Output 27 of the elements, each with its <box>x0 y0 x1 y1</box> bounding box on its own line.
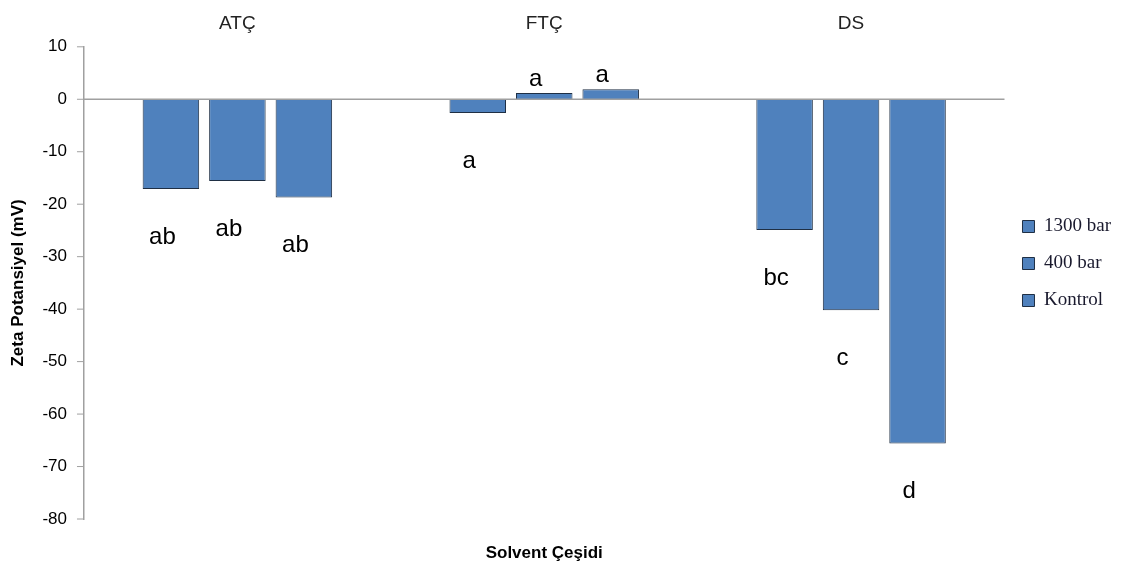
annotation: ab <box>215 213 243 241</box>
y-tick-label: -30 <box>42 246 67 266</box>
annotation: a <box>462 145 477 173</box>
annotation: a <box>595 59 610 87</box>
y-tick-label: 10 <box>48 36 67 56</box>
annotation: c <box>836 342 849 370</box>
annotation: ab <box>149 221 176 249</box>
y-tick-label: -10 <box>42 141 67 161</box>
y-tick-label: -80 <box>42 508 67 528</box>
annotation: ab <box>282 230 309 257</box>
y-tick-label: -50 <box>42 351 67 371</box>
legend-label: 400 bar <box>1043 251 1103 273</box>
annotation: a <box>529 63 544 91</box>
y-tick-label: -40 <box>42 298 67 318</box>
x-tick-label: FTÇ <box>525 11 563 33</box>
x-tick-label: ATÇ <box>219 11 256 33</box>
legend-label: Kontrol <box>1043 288 1104 310</box>
y-tick-label: -70 <box>42 456 67 476</box>
annotation: bc <box>763 262 789 290</box>
x-axis-title: Solvent Çeşidi <box>485 542 603 562</box>
y-tick-label: -20 <box>42 193 67 213</box>
y-axis-title: Zeta Potansiyel (mV) <box>7 199 27 367</box>
y-tick-label: 0 <box>57 88 67 108</box>
y-tick-label: -60 <box>42 403 67 423</box>
legend-label: 1300 bar <box>1043 214 1112 236</box>
x-tick-label: DS <box>837 11 865 33</box>
annotation: d <box>902 476 916 504</box>
